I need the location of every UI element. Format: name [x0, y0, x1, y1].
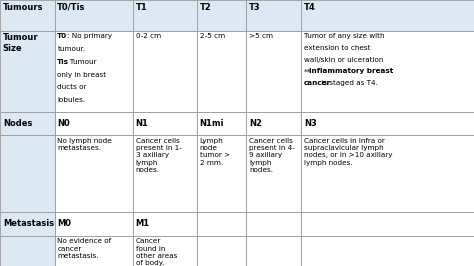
Text: is staged as T4.: is staged as T4. — [319, 80, 378, 86]
Bar — [197, 112, 246, 135]
Text: 0-2 cm: 0-2 cm — [136, 33, 161, 39]
Bar — [246, 236, 301, 266]
Bar — [133, 135, 197, 212]
Text: : No primary: : No primary — [67, 33, 112, 39]
Text: N2: N2 — [249, 119, 262, 128]
Bar — [246, 212, 301, 236]
Bar — [301, 0, 474, 31]
Bar — [246, 112, 301, 135]
Bar — [301, 135, 474, 212]
Text: No evidence of
cancer
metastasis.: No evidence of cancer metastasis. — [57, 238, 111, 259]
Text: Tis: Tis — [57, 59, 69, 65]
Bar — [0, 112, 55, 135]
Bar — [133, 31, 197, 112]
Bar — [246, 135, 301, 212]
Bar — [197, 0, 246, 31]
Text: N0: N0 — [57, 119, 70, 128]
Text: inflammatory breast: inflammatory breast — [309, 68, 393, 74]
Bar — [133, 112, 197, 135]
Text: 2-5 cm: 2-5 cm — [200, 33, 225, 39]
Bar — [133, 212, 197, 236]
Bar — [246, 0, 301, 31]
Text: Cancer cells
present in 1-
3 axillary
lymph
nodes.: Cancer cells present in 1- 3 axillary ly… — [136, 138, 182, 173]
Bar — [55, 31, 133, 112]
Text: T0: T0 — [57, 33, 67, 39]
Bar — [0, 212, 55, 236]
Bar — [301, 112, 474, 135]
Bar — [55, 0, 133, 31]
Text: : Tumour: : Tumour — [65, 59, 97, 65]
Text: T0/Tis: T0/Tis — [57, 3, 86, 12]
Text: Nodes: Nodes — [3, 119, 32, 128]
Bar — [133, 236, 197, 266]
Text: >5 cm: >5 cm — [249, 33, 273, 39]
Text: wall/skin or ulceration: wall/skin or ulceration — [304, 57, 383, 63]
Text: tumour.: tumour. — [57, 46, 85, 52]
Text: T2: T2 — [200, 3, 211, 12]
Bar — [0, 135, 55, 212]
Bar — [55, 212, 133, 236]
Text: Cancer
found in
other areas
of body.: Cancer found in other areas of body. — [136, 238, 177, 266]
Text: Cancer cells
present in 4-
9 axillary
lymph
nodes.: Cancer cells present in 4- 9 axillary ly… — [249, 138, 295, 173]
Bar — [0, 0, 55, 31]
Bar — [301, 212, 474, 236]
Text: T1: T1 — [136, 3, 147, 12]
Text: No lymph node
metastases.: No lymph node metastases. — [57, 138, 112, 151]
Bar — [197, 212, 246, 236]
Text: Lymph
node
tumor >
2 mm.: Lymph node tumor > 2 mm. — [200, 138, 230, 165]
Bar — [55, 135, 133, 212]
Bar — [197, 135, 246, 212]
Bar — [197, 31, 246, 112]
Text: N3: N3 — [304, 119, 317, 128]
Text: N1mi: N1mi — [200, 119, 224, 128]
Bar — [0, 31, 55, 112]
Bar — [55, 236, 133, 266]
Bar — [133, 0, 197, 31]
Bar — [301, 31, 474, 112]
Bar — [301, 236, 474, 266]
Bar — [246, 31, 301, 112]
Text: **: ** — [304, 68, 311, 74]
Text: T3: T3 — [249, 3, 261, 12]
Text: only in breast: only in breast — [57, 72, 107, 78]
Text: T4: T4 — [304, 3, 316, 12]
Text: extension to chest: extension to chest — [304, 45, 370, 51]
Text: ducts or: ducts or — [57, 84, 87, 90]
Text: M1: M1 — [136, 219, 150, 228]
Text: cancer: cancer — [304, 80, 331, 86]
Bar — [0, 236, 55, 266]
Text: Tumours: Tumours — [3, 3, 43, 12]
Text: Tumour
Size: Tumour Size — [3, 33, 38, 53]
Bar — [197, 236, 246, 266]
Bar — [55, 112, 133, 135]
Text: lobules.: lobules. — [57, 97, 85, 103]
Text: Metastasis: Metastasis — [3, 219, 54, 228]
Text: M0: M0 — [57, 219, 72, 228]
Text: Tumor of any size with: Tumor of any size with — [304, 33, 384, 39]
Text: Cancer cells in infra or
supraclavicular lymph
nodes, or in >10 axillary
lymph n: Cancer cells in infra or supraclavicular… — [304, 138, 392, 165]
Text: N1: N1 — [136, 119, 148, 128]
